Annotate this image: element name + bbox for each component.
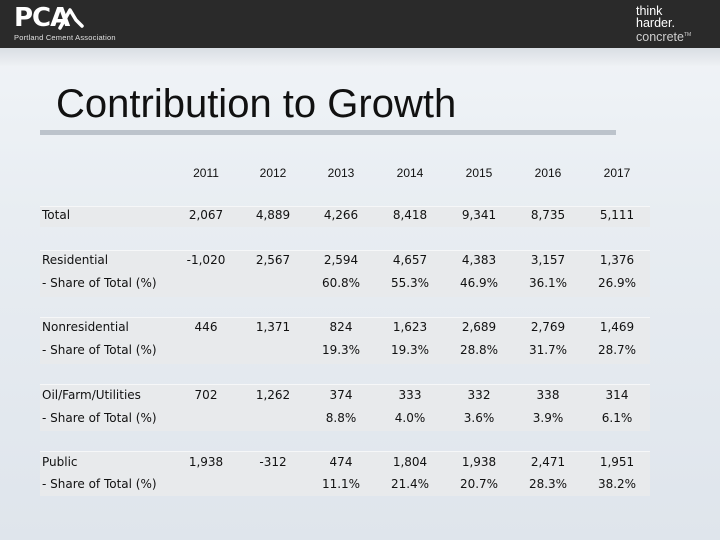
table-cell: -312 [259,455,287,469]
year-header-2015: 2015 [465,166,493,180]
table-cell: 374 [329,388,353,402]
table-cell: 1,371 [255,320,291,334]
table-cell: 4,889 [255,208,291,222]
table-cell: 1,262 [255,388,291,402]
table-row [40,384,650,431]
share-cell: 28.8% [459,343,499,357]
share-cell: 26.9% [597,276,637,290]
table-cell: 1,951 [599,455,635,469]
share-cell: 36.1% [528,276,568,290]
table-cell: 3,157 [530,253,566,267]
table-cell: 446 [194,320,218,334]
share-cell: 55.3% [390,276,430,290]
table-cell: 5,111 [599,208,635,222]
table-row [40,317,650,364]
share-cell: 31.7% [528,343,568,357]
logo-line-3: concreteTM [636,29,706,45]
pca-logo: PCA Portland Cement Association [14,4,116,42]
year-header-2012: 2012 [259,166,287,180]
row-label: Residential [42,253,109,267]
table-row [40,451,650,496]
table-cell: 1,804 [392,455,428,469]
table-row [40,250,650,297]
share-cell: 19.3% [390,343,430,357]
page-title: Contribution to Growth [56,82,457,126]
table-cell: 824 [329,320,353,334]
table-cell: -1,020 [186,253,226,267]
table-cell: 474 [329,455,353,469]
row-label: Nonresidential [42,320,129,334]
table-cell: 1,938 [461,455,497,469]
table-cell: 4,266 [323,208,359,222]
share-label: - Share of Total (%) [42,411,157,425]
share-cell: 3.9% [532,411,564,425]
share-cell: 19.3% [321,343,361,357]
year-header-2014: 2014 [396,166,424,180]
table-cell: 314 [605,388,629,402]
table-cell: 9,341 [461,208,497,222]
table-cell: 2,769 [530,320,566,334]
row-label: Public [42,455,78,469]
share-cell: 28.3% [528,477,568,491]
table-cell: 1,376 [599,253,635,267]
pca-swoosh-icon [58,8,84,30]
table-cell: 333 [398,388,422,402]
year-header-2011: 2011 [193,166,219,180]
table-cell: 2,689 [461,320,497,334]
share-cell: 20.7% [459,477,499,491]
table-cell: 8,418 [392,208,428,222]
think-harder-concrete-logo: think harder. concreteTM [636,4,706,45]
row-label: Total [42,208,71,222]
share-cell: 28.7% [597,343,637,357]
table-cell: 1,938 [188,455,224,469]
logo-line-2: harder. [636,16,675,30]
share-cell: 21.4% [390,477,430,491]
share-cell: 38.2% [597,477,637,491]
table-cell: 2,471 [530,455,566,469]
logo-trademark: TM [683,32,692,38]
table-cell: 1,469 [599,320,635,334]
table-cell: 4,657 [392,253,428,267]
table-cell: 338 [536,388,560,402]
table-cell: 1,623 [392,320,428,334]
table-cell: 332 [467,388,491,402]
table-cell: 4,383 [461,253,497,267]
share-cell: 4.0% [394,411,426,425]
table-cell: 8,735 [530,208,566,222]
share-cell: 60.8% [321,276,361,290]
table-cell: 702 [194,388,218,402]
share-label: - Share of Total (%) [42,477,157,491]
pca-logo-subtitle: Portland Cement Association [14,33,116,42]
logo-line-3-text: concrete [636,30,684,45]
table-cell: 2,594 [323,253,359,267]
logo-line-1: think [636,4,663,18]
share-cell: 11.1% [321,477,361,491]
year-header-2017: 2017 [603,166,631,180]
share-cell: 6.1% [601,411,633,425]
table-row [40,206,650,227]
table-cell: 2,567 [255,253,291,267]
header-gradient-band [0,48,720,66]
share-cell: 46.9% [459,276,499,290]
row-label: Oil/Farm/Utilities [42,388,141,402]
year-header-2016: 2016 [534,166,562,180]
share-cell: 3.6% [463,411,495,425]
share-cell: 8.8% [325,411,357,425]
share-label: - Share of Total (%) [42,343,157,357]
share-label: - Share of Total (%) [42,276,157,290]
title-underline [40,130,616,135]
year-header-2013: 2013 [327,166,355,180]
header-bar: PCA Portland Cement Association think ha… [0,0,720,48]
table-cell: 2,067 [188,208,224,222]
